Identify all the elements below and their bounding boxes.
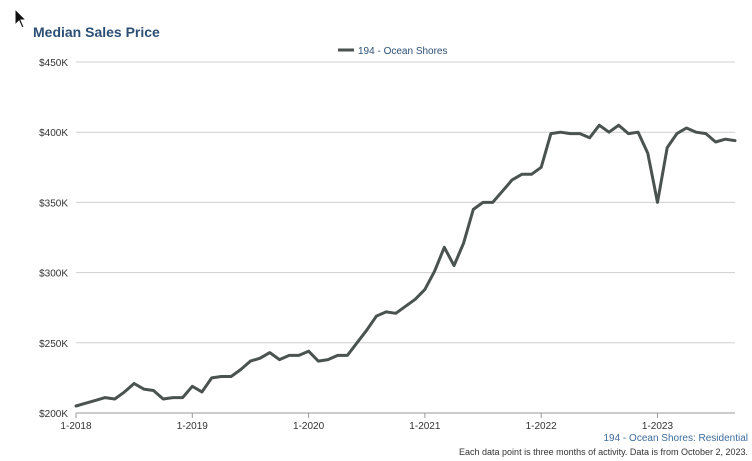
y-axis-tick-labels: $200K $250K $300K $350K $400K $450K: [39, 58, 68, 420]
x-axis-tick-labels: 1-2018 1-2019 1-2020 1-2021 1-2022 1-2023: [60, 413, 673, 432]
chart-title: Median Sales Price: [33, 24, 160, 40]
x-tick-label: 1-2019: [177, 421, 209, 432]
y-tick-label: $450K: [39, 58, 68, 69]
series-lines: [74, 123, 737, 408]
footer-note: Each data point is three months of activ…: [459, 447, 748, 457]
x-tick-label: 1-2018: [60, 421, 92, 432]
y-tick-label: $350K: [39, 198, 68, 209]
y-tick-label: $250K: [39, 339, 68, 350]
y-tick-label: $300K: [39, 269, 68, 280]
x-tick-label: 1-2020: [293, 421, 325, 432]
x-tick-label: 1-2021: [409, 421, 441, 432]
y-tick-label: $400K: [39, 128, 68, 139]
grid-lines: [76, 61, 735, 344]
y-tick-label: $200K: [39, 409, 68, 420]
legend-label: 194 - Ocean Shores: [358, 46, 448, 57]
mouse-pointer-icon: [14, 7, 28, 35]
x-tick-label: 1-2023: [642, 421, 674, 432]
x-tick-label: 1-2022: [526, 421, 558, 432]
series-line: [74, 123, 737, 408]
legend: 194 - Ocean Shores: [338, 46, 448, 57]
footer-series-label: 194 - Ocean Shores: Residential: [603, 433, 748, 444]
